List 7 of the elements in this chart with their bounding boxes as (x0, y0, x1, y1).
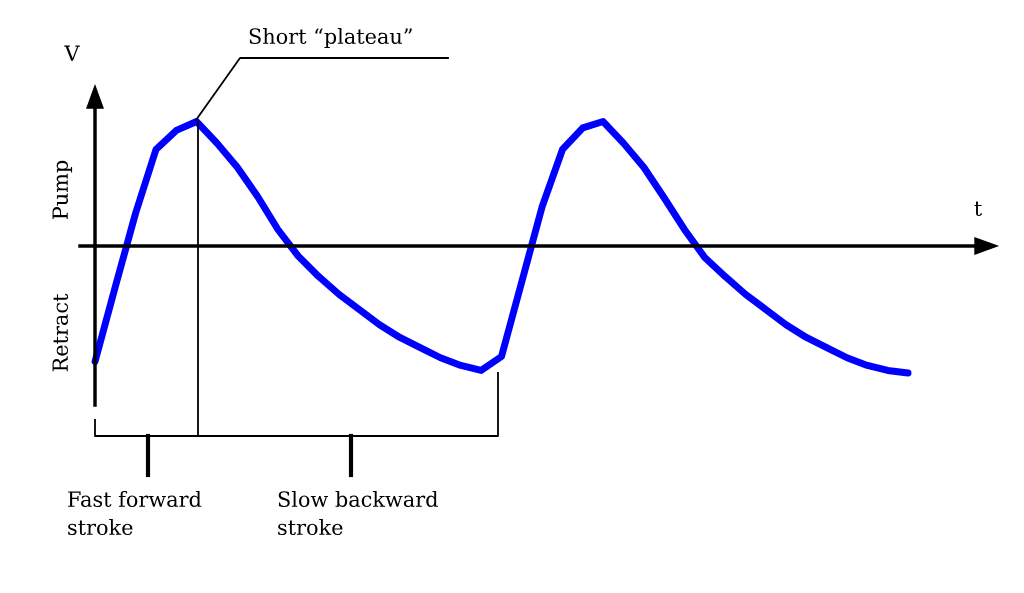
text: Pump (52, 160, 73, 220)
text: Retract (52, 293, 69, 372)
text: Fast forward stroke (68, 490, 202, 536)
text: Slow backward stroke (278, 490, 438, 536)
x-axis-title: t (974, 201, 983, 217)
y-axis-title: V (64, 45, 80, 61)
text: Short “plateau” (249, 27, 412, 49)
